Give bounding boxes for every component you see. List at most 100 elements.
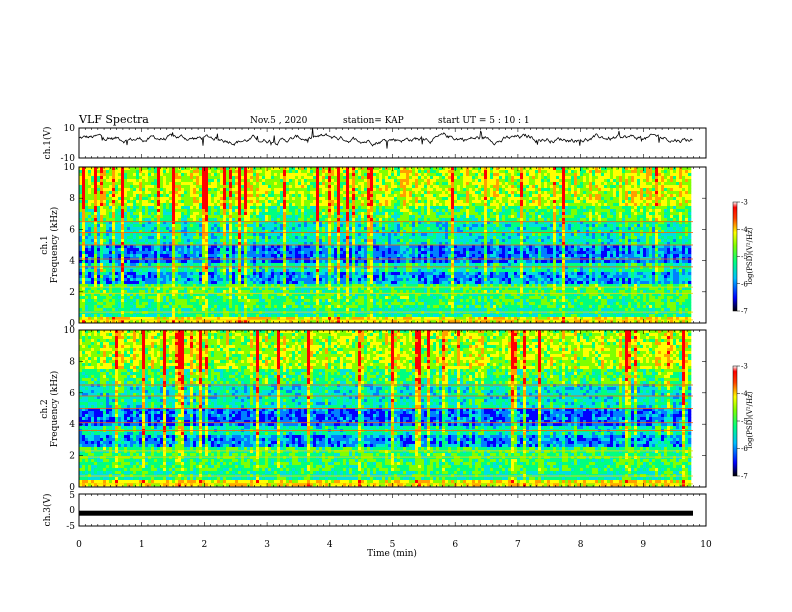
spectrogram-cell (292, 233, 296, 237)
spectrogram-cell (223, 236, 227, 240)
spectrogram-cell (604, 197, 608, 201)
spectrogram-cell (658, 203, 662, 207)
spectrogram-cell (178, 227, 182, 231)
spectrogram-cell (112, 203, 116, 207)
spectrogram-cell (289, 227, 293, 231)
spectrogram-cell (109, 188, 113, 192)
spectrogram-cell (139, 176, 143, 180)
spectrogram-cell (106, 188, 110, 192)
spectrogram-cell (79, 176, 83, 180)
spectrogram-cell (301, 185, 305, 189)
spectrogram-cell (166, 221, 170, 225)
spectrogram-cell (433, 197, 437, 201)
spectrogram-cell (409, 173, 413, 177)
spectrogram-cell (247, 203, 251, 207)
spectrogram-cell (385, 224, 389, 228)
spectrogram-cell (586, 221, 590, 225)
spectrogram-cell (277, 182, 281, 186)
spectrogram-cell (475, 197, 479, 201)
spectrogram-cell (79, 221, 83, 225)
spectrogram-cell (241, 191, 245, 195)
spectrogram-cell (316, 182, 320, 186)
spectrogram-cell (631, 233, 635, 237)
spectrogram-cell (625, 224, 629, 228)
spectrogram-cell (190, 212, 194, 216)
spectrogram-cell (508, 179, 512, 183)
spectrogram-cell (517, 212, 521, 216)
spectrogram-cell (403, 173, 407, 177)
spectrogram-cell (100, 236, 104, 240)
spectrogram-cell (616, 224, 620, 228)
spectrogram-cell (391, 185, 395, 189)
spectrogram-cell (235, 233, 239, 237)
spectrogram-cell (94, 227, 98, 231)
spectrogram-cell (583, 188, 587, 192)
spectrogram-cell (421, 194, 425, 198)
spectrogram-cell (91, 185, 95, 189)
spectrogram-cell (529, 209, 533, 213)
spectrogram-cell (688, 206, 692, 210)
spectrogram-cell (664, 185, 668, 189)
spectrogram-cell (571, 218, 575, 222)
spectrogram-cell (664, 170, 668, 174)
spectrogram-cell (79, 206, 83, 210)
spectrogram-cell (226, 179, 230, 183)
spectrogram-cell (199, 212, 203, 216)
spectrogram-cell (124, 236, 128, 240)
spectrogram-cell (457, 182, 461, 186)
spectrogram-cell (229, 203, 233, 207)
spectrogram-cell (187, 182, 191, 186)
spectrogram-cell (319, 221, 323, 225)
spectrogram-cell (127, 188, 131, 192)
spectrogram-cell (550, 233, 554, 237)
spectrogram-cell (421, 182, 425, 186)
spectrogram-cell (157, 221, 161, 225)
spectrogram-cell (667, 188, 671, 192)
spectrogram-cell (535, 227, 539, 231)
spectrogram-cell (337, 176, 341, 180)
spectrogram-cell (424, 182, 428, 186)
spectrogram-cell (292, 197, 296, 201)
spectrogram-cell (460, 230, 464, 234)
spectrogram-cell (361, 182, 365, 186)
spectrogram-cell (184, 230, 188, 234)
spectrogram-cell (166, 233, 170, 237)
spectrogram-cell (331, 176, 335, 180)
spectrogram-cell (526, 200, 530, 204)
spectrogram-cell (508, 185, 512, 189)
spectrogram-cell (412, 203, 416, 207)
spectrogram-cell (163, 188, 167, 192)
spectrogram-cell (466, 176, 470, 180)
spectrogram-cell (535, 221, 539, 225)
spectrogram-cell (343, 200, 347, 204)
spectrogram-cell (409, 230, 413, 234)
spectrogram-cell (592, 185, 596, 189)
spectrogram-cell (142, 191, 146, 195)
spectrogram-cell (256, 215, 260, 219)
spectrogram-cell (343, 206, 347, 210)
spectrogram-cell (94, 203, 98, 207)
spectrogram-cell (373, 167, 377, 171)
spectrogram-cell (160, 182, 164, 186)
spectrogram-cell (394, 203, 398, 207)
spectrogram-cell (202, 236, 206, 240)
spectrogram-cell (568, 173, 572, 177)
spectrogram-cell (511, 212, 515, 216)
spectrogram-cell (568, 182, 572, 186)
spectrogram-cell (157, 170, 161, 174)
spectrogram-cell (376, 221, 380, 225)
spectrogram-cell (472, 212, 476, 216)
spectrogram-cell (622, 206, 626, 210)
spectrogram-cell (349, 176, 353, 180)
spectrogram-cell (280, 212, 284, 216)
spectrogram-cell (268, 233, 272, 237)
spectrogram-cell (466, 224, 470, 228)
spectrogram-cell (676, 191, 680, 195)
spectrogram-cell (454, 200, 458, 204)
spectrogram-cell (220, 173, 224, 177)
spectrogram-cell (295, 167, 299, 171)
spectrogram-cell (280, 215, 284, 219)
spectrogram-cell (100, 233, 104, 237)
spectrogram-cell (85, 227, 89, 231)
spectrogram-cell (541, 173, 545, 177)
